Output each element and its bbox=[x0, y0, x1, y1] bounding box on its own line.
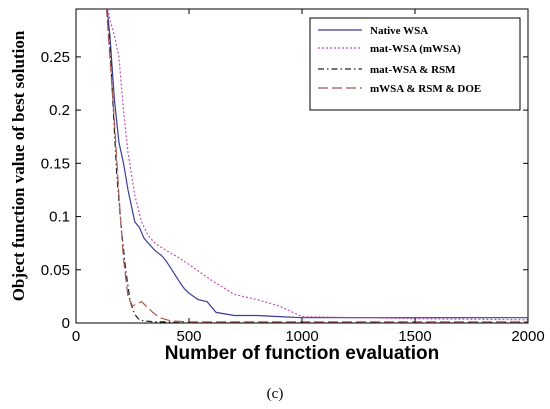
y-tick-label: 0.15 bbox=[41, 155, 70, 172]
x-tick-label: 0 bbox=[72, 328, 80, 345]
series-line-2 bbox=[107, 9, 528, 321]
x-tick-label: 1000 bbox=[285, 328, 318, 345]
y-tick-label: 0.1 bbox=[49, 209, 70, 226]
legend-box bbox=[309, 17, 521, 111]
figure-caption: (c) bbox=[267, 386, 284, 402]
y-tick-label: 0.2 bbox=[49, 102, 70, 119]
y-tick-label: 0.05 bbox=[41, 262, 70, 279]
legend-label-4: mWSA & RSM & DOE bbox=[370, 83, 481, 95]
legend: Native WSA mat-WSA (mWSA) mat-WSA & RSM mWS… bbox=[309, 17, 521, 111]
x-tick-label: 500 bbox=[176, 328, 201, 345]
legend-entries: Native WSA mat-WSA (mWSA) mat-WSA & RSM mWS… bbox=[318, 25, 481, 95]
y-axis-title: Object function value of best solution bbox=[9, 30, 28, 301]
series-layer bbox=[105, 9, 528, 323]
series-line-1 bbox=[106, 9, 528, 319]
legend-label-2: mat-WSA (mWSA) bbox=[370, 43, 461, 55]
y-tick-label: 0.25 bbox=[41, 49, 70, 66]
x-tick-label: 1500 bbox=[398, 328, 431, 345]
legend-label-1: Native WSA bbox=[370, 25, 428, 37]
ticks-layer: 0 500 1000 1500 2000 0 0.05 0.1 0.15 0.2 0.25 bbox=[41, 9, 545, 345]
y-tick-label: 0 bbox=[62, 315, 70, 332]
x-tick-label: 2000 bbox=[511, 328, 544, 345]
legend-label-3: mat-WSA & RSM bbox=[370, 64, 456, 76]
series-line-3 bbox=[106, 9, 528, 323]
x-axis-title: Number of function evaluation bbox=[165, 343, 439, 364]
series-line-4 bbox=[105, 9, 528, 323]
